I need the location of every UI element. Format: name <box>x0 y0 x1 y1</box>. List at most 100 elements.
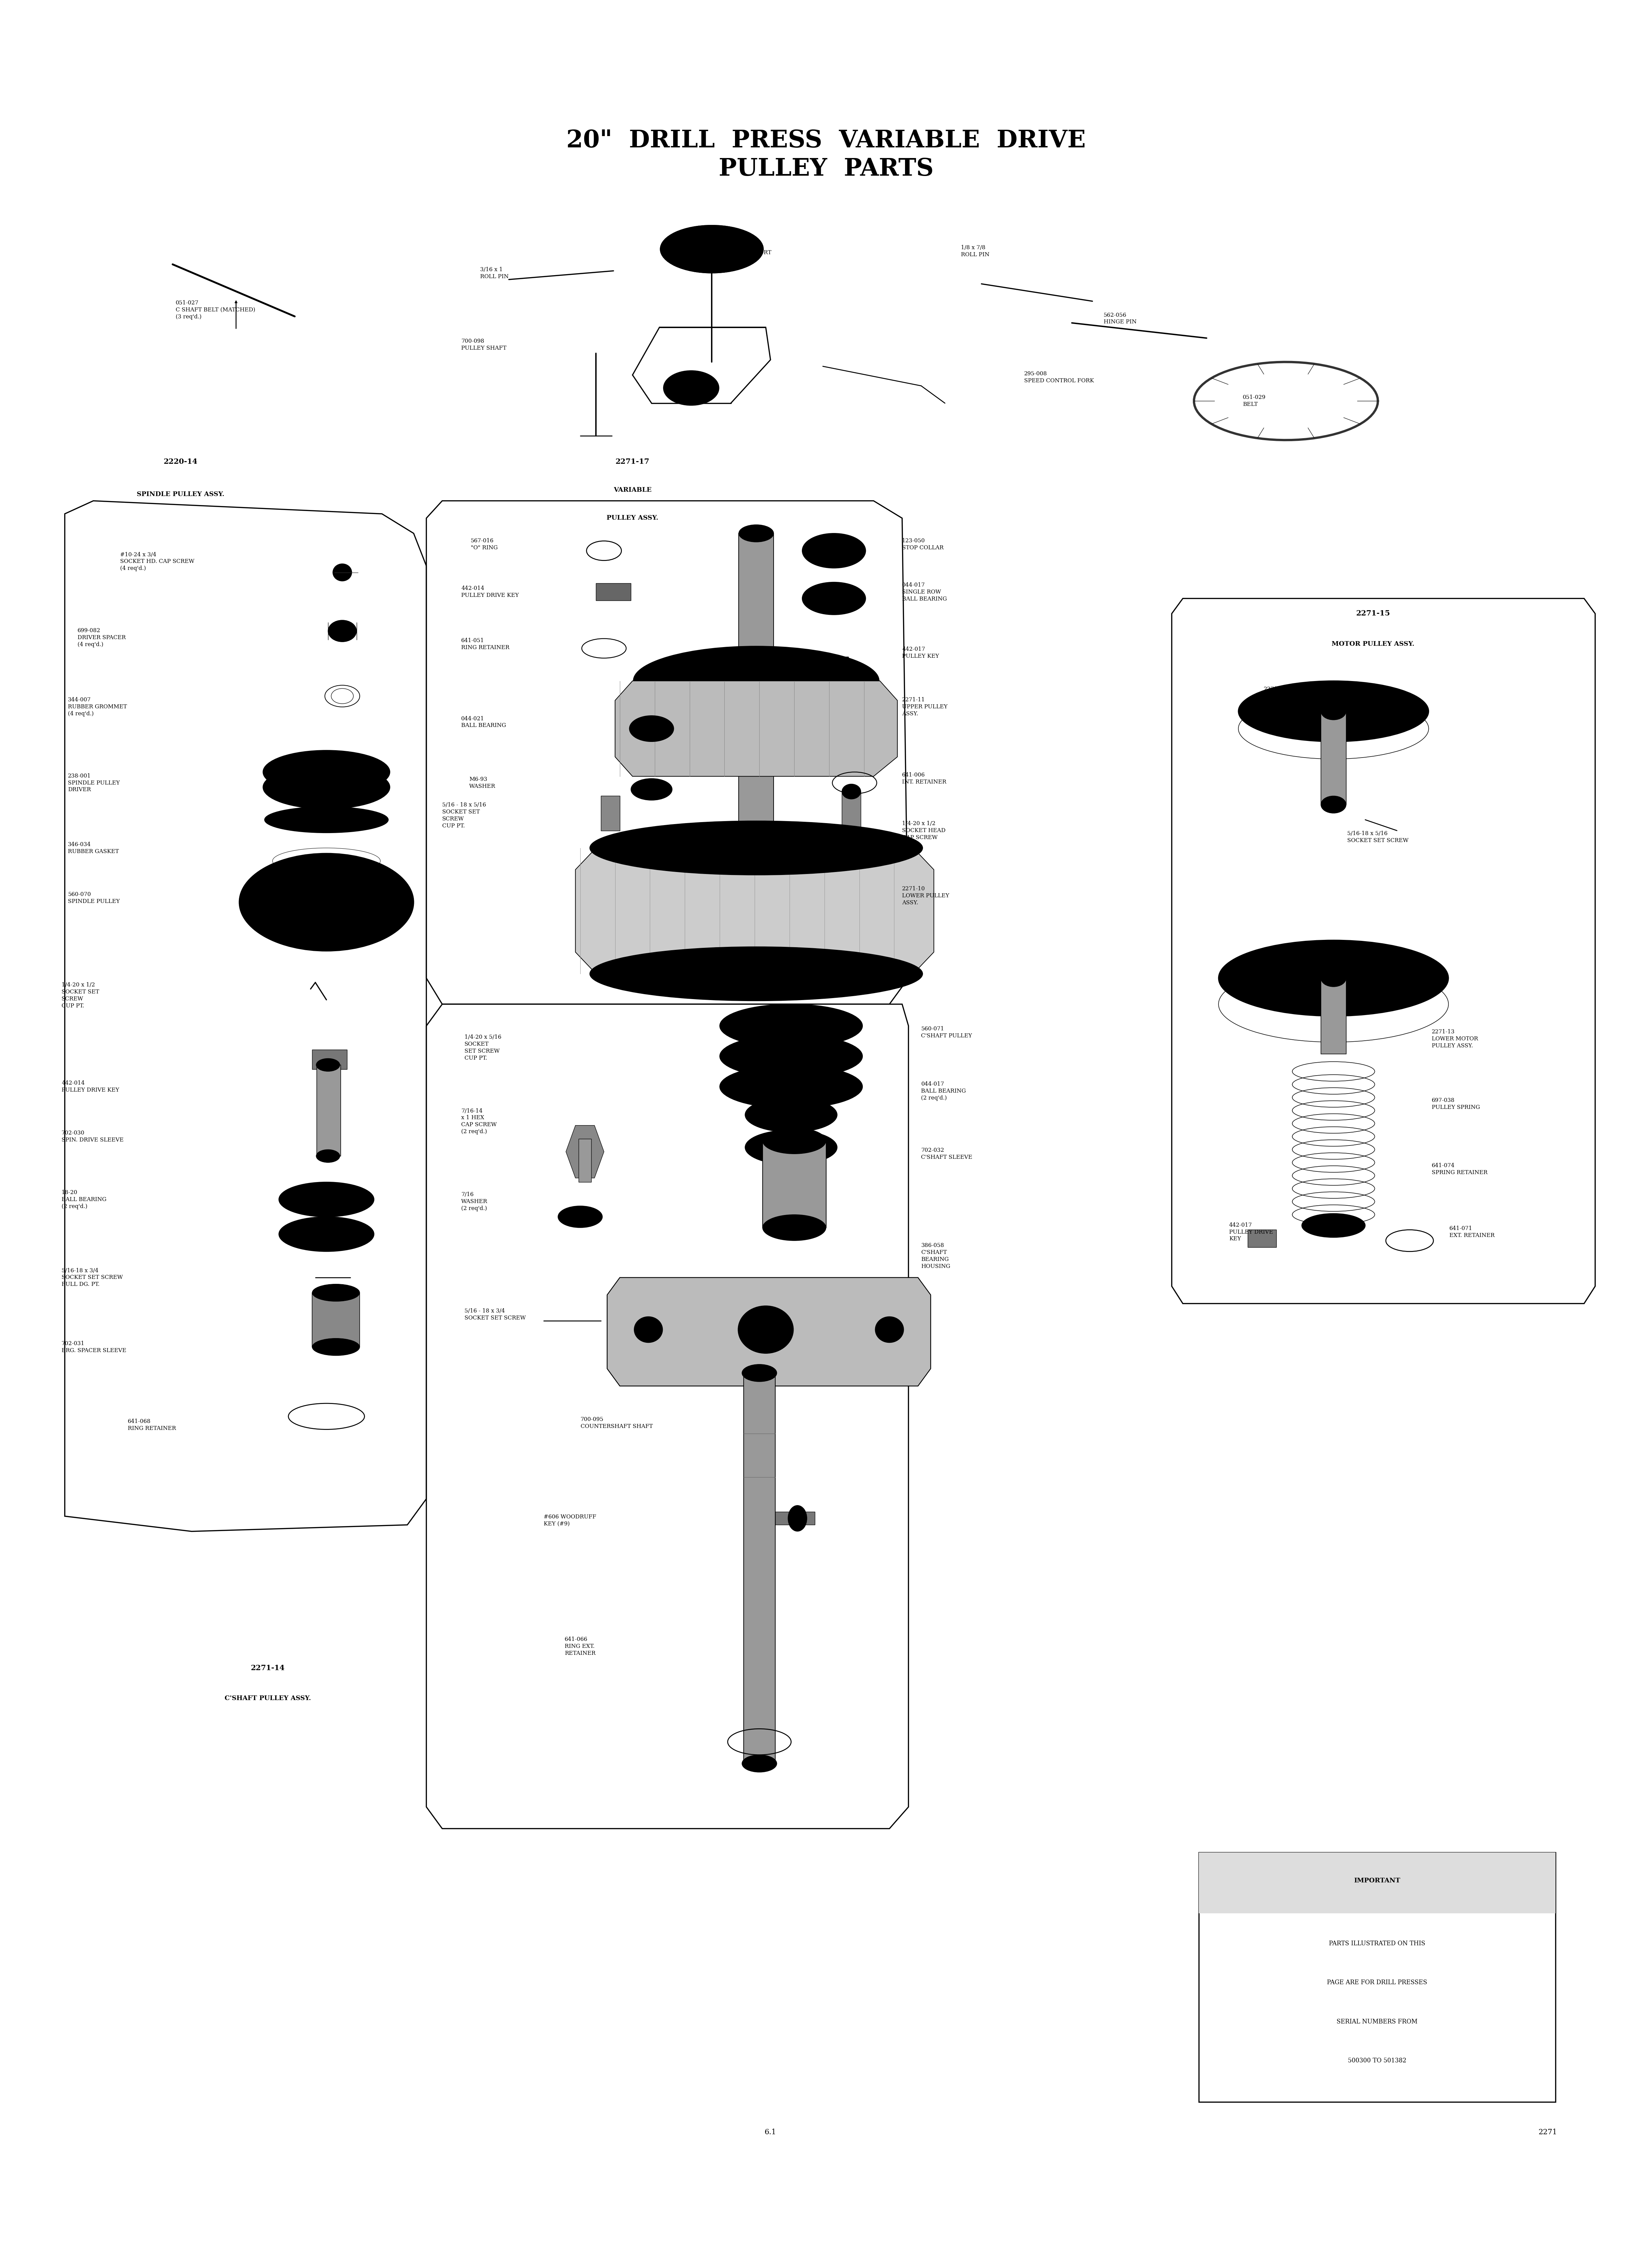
Text: 700-098
PULLEY SHAFT: 700-098 PULLEY SHAFT <box>461 339 507 350</box>
Ellipse shape <box>819 540 847 560</box>
Ellipse shape <box>745 1130 838 1164</box>
Bar <box>312 1293 360 1347</box>
Ellipse shape <box>763 1214 826 1241</box>
Text: 5/16 - 18 x 5/16
SOCKET SET
SCREW
CUP PT.: 5/16 - 18 x 5/16 SOCKET SET SCREW CUP PT… <box>443 802 486 829</box>
Ellipse shape <box>316 1150 340 1162</box>
Ellipse shape <box>767 1137 816 1157</box>
Ellipse shape <box>302 884 350 922</box>
Text: 5/16-18 x 5/16
SOCKET SET SCREW: 5/16-18 x 5/16 SOCKET SET SCREW <box>1348 832 1409 843</box>
Ellipse shape <box>1219 940 1449 1017</box>
Bar <box>743 1374 775 1763</box>
Text: 641-068
RING RETAINER: 641-068 RING RETAINER <box>127 1419 177 1431</box>
Ellipse shape <box>745 1098 838 1132</box>
Bar <box>763 1141 826 1227</box>
Text: PULLEY ASSY.: PULLEY ASSY. <box>606 515 659 522</box>
Ellipse shape <box>763 1128 826 1155</box>
Text: 2271-12
UPPER MOTOR
PULLEY ASSY.: 2271-12 UPPER MOTOR PULLEY ASSY. <box>1264 687 1308 705</box>
Text: 442-014
PULLEY DRIVE KEY: 442-014 PULLEY DRIVE KEY <box>461 585 519 599</box>
Ellipse shape <box>742 1754 776 1772</box>
Bar <box>312 1049 347 1069</box>
Ellipse shape <box>803 583 866 615</box>
Bar <box>578 1139 591 1182</box>
Text: 7/16-14
x 1 HEX
CAP SCREW
(2 req'd.): 7/16-14 x 1 HEX CAP SCREW (2 req'd.) <box>461 1107 497 1135</box>
Ellipse shape <box>661 226 763 273</box>
Text: 044-017
SINGLE ROW
BALL BEARING: 044-017 SINGLE ROW BALL BEARING <box>902 583 947 601</box>
Text: 5/16-18 x 3/4
SOCKET SET SCREW
FULL DG. PT.: 5/16-18 x 3/4 SOCKET SET SCREW FULL DG. … <box>61 1268 122 1288</box>
Text: 567-016
"O" RING: 567-016 "O" RING <box>471 538 497 551</box>
Text: 18-20
BALL BEARING
(2 req'd.): 18-20 BALL BEARING (2 req'd.) <box>61 1189 106 1209</box>
Ellipse shape <box>329 619 357 642</box>
Text: SERIAL NUMBERS FROM: SERIAL NUMBERS FROM <box>1336 2018 1417 2025</box>
Bar <box>1199 1853 1556 1914</box>
Ellipse shape <box>263 750 390 793</box>
Text: 346-034
RUBBER GASKET: 346-034 RUBBER GASKET <box>68 841 119 854</box>
Ellipse shape <box>299 1189 354 1211</box>
Text: 705-007
SPEED CONTROL SUPPORT: 705-007 SPEED CONTROL SUPPORT <box>691 242 771 255</box>
Ellipse shape <box>738 1306 793 1354</box>
Text: 7/16
WASHER
(2 req'd.): 7/16 WASHER (2 req'd.) <box>461 1191 487 1211</box>
Text: 051-029
BELT: 051-029 BELT <box>1242 395 1265 407</box>
Ellipse shape <box>312 1338 360 1356</box>
Bar <box>596 583 631 601</box>
Text: 1/4-20 x 5/16
SOCKET
SET SCREW
CUP PT.: 1/4-20 x 5/16 SOCKET SET SCREW CUP PT. <box>464 1035 501 1060</box>
Text: 2271-13
LOWER MOTOR
PULLEY ASSY.: 2271-13 LOWER MOTOR PULLEY ASSY. <box>1432 1028 1479 1049</box>
Text: 700-095
COUNTERSHAFT SHAFT: 700-095 COUNTERSHAFT SHAFT <box>580 1417 653 1428</box>
Text: #10-24 x 3/4
SOCKET HD. CAP SCREW
(4 req'd.): #10-24 x 3/4 SOCKET HD. CAP SCREW (4 req… <box>121 551 195 572</box>
Text: 562-056
HINGE PIN: 562-056 HINGE PIN <box>1104 312 1137 325</box>
Bar <box>1322 712 1346 805</box>
Bar <box>1199 1853 1556 2102</box>
Ellipse shape <box>312 1284 360 1302</box>
Text: SPINDLE PULLEY ASSY.: SPINDLE PULLEY ASSY. <box>137 490 225 497</box>
Text: 123-050
STOP COLLAR: 123-050 STOP COLLAR <box>902 538 943 551</box>
Text: 044-017
BALL BEARING
(2 req'd.): 044-017 BALL BEARING (2 req'd.) <box>922 1080 966 1101</box>
Text: 702-031
BRG. SPACER SLEEVE: 702-031 BRG. SPACER SLEEVE <box>61 1340 126 1354</box>
Bar <box>1322 979 1346 1053</box>
Ellipse shape <box>570 1211 590 1223</box>
Text: 702-032
C'SHAFT SLEEVE: 702-032 C'SHAFT SLEEVE <box>922 1148 973 1159</box>
Text: 560-070
SPINDLE PULLEY: 560-070 SPINDLE PULLEY <box>68 890 121 904</box>
Ellipse shape <box>299 1223 354 1245</box>
Text: 344-007
RUBBER GROMMET
(4 req'd.): 344-007 RUBBER GROMMET (4 req'd.) <box>68 696 127 716</box>
Ellipse shape <box>279 1182 373 1216</box>
Ellipse shape <box>1239 680 1429 741</box>
Ellipse shape <box>1322 970 1346 988</box>
Ellipse shape <box>803 533 866 567</box>
Ellipse shape <box>664 371 719 405</box>
Ellipse shape <box>788 1505 806 1532</box>
Bar <box>601 796 620 832</box>
Text: 641-066
RING EXT.
RETAINER: 641-066 RING EXT. RETAINER <box>565 1636 596 1657</box>
Ellipse shape <box>1322 796 1346 814</box>
Text: 044-021
BALL BEARING: 044-021 BALL BEARING <box>461 716 506 728</box>
Ellipse shape <box>631 777 672 800</box>
Ellipse shape <box>264 807 388 832</box>
Ellipse shape <box>1302 1214 1365 1238</box>
Text: 560-071
C'SHAFT PULLEY: 560-071 C'SHAFT PULLEY <box>922 1026 971 1040</box>
Polygon shape <box>575 848 933 974</box>
Text: PARTS ILLUSTRATED ON THIS: PARTS ILLUSTRATED ON THIS <box>1328 1941 1426 1946</box>
Text: 641-071
EXT. RETAINER: 641-071 EXT. RETAINER <box>1449 1225 1495 1238</box>
Ellipse shape <box>240 854 413 951</box>
Ellipse shape <box>634 1318 662 1342</box>
Bar <box>843 791 861 832</box>
Ellipse shape <box>720 1035 862 1078</box>
Text: 500300 TO 501382: 500300 TO 501382 <box>1348 2059 1406 2063</box>
Text: 641-074
SPRING RETAINER: 641-074 SPRING RETAINER <box>1432 1162 1487 1175</box>
Bar <box>775 1512 814 1525</box>
Text: 702-030
SPIN. DRIVE SLEEVE: 702-030 SPIN. DRIVE SLEEVE <box>61 1130 124 1144</box>
Ellipse shape <box>742 1365 776 1381</box>
Text: 386-058
C'SHAFT
BEARING
HOUSING: 386-058 C'SHAFT BEARING HOUSING <box>922 1243 950 1270</box>
Text: 295-008
SPEED CONTROL FORK: 295-008 SPEED CONTROL FORK <box>1024 371 1094 384</box>
Text: 2271-14: 2271-14 <box>251 1663 284 1672</box>
Ellipse shape <box>590 947 923 1001</box>
Text: 2271-11
UPPER PULLEY
ASSY.: 2271-11 UPPER PULLEY ASSY. <box>902 696 948 716</box>
Text: 2271-17: 2271-17 <box>616 459 649 466</box>
Text: 2271: 2271 <box>1538 2129 1556 2136</box>
Ellipse shape <box>1322 703 1346 721</box>
Text: 641-051
RING RETAINER: 641-051 RING RETAINER <box>461 637 509 651</box>
Ellipse shape <box>629 716 674 741</box>
Text: 442-017
PULLEY DRIVE
KEY: 442-017 PULLEY DRIVE KEY <box>1229 1223 1274 1241</box>
Text: VARIABLE: VARIABLE <box>613 486 651 493</box>
Text: PULLEY  PARTS: PULLEY PARTS <box>719 156 933 181</box>
Ellipse shape <box>720 1064 862 1107</box>
Bar <box>1247 1229 1277 1248</box>
